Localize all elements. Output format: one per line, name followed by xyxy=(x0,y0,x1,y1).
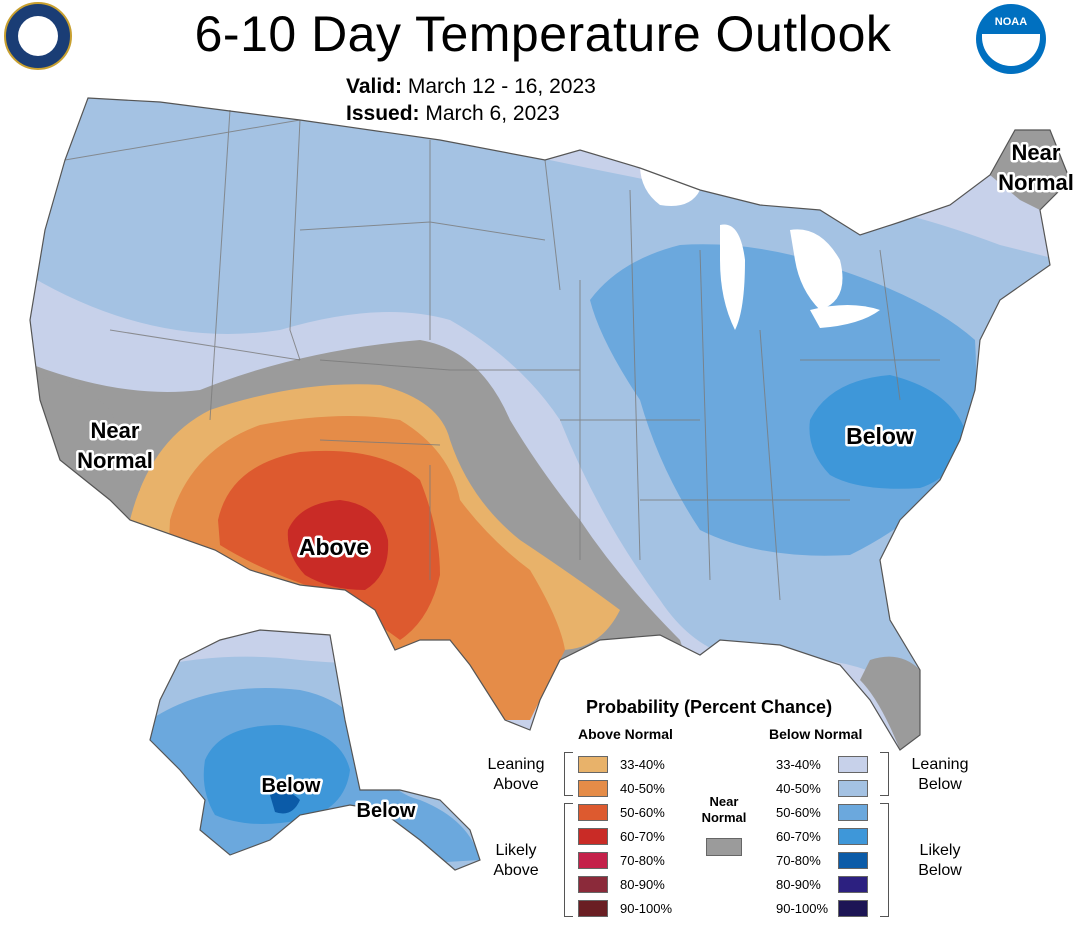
legend-above-row: 60-70% xyxy=(0,828,1086,846)
legend-below-row: 60-70% xyxy=(0,828,1086,846)
label-below-alaska: Below xyxy=(262,775,321,797)
legend-above-swatch xyxy=(578,852,608,869)
legend-below-label: 50-60% xyxy=(776,805,821,820)
legend-below-label: 80-90% xyxy=(776,877,821,892)
legend-above-label: 70-80% xyxy=(620,853,665,868)
valid-dates: Valid: March 12 - 16, 2023 xyxy=(346,74,596,99)
legend-below-header: Below Normal xyxy=(769,726,863,742)
legend-below-label: 90-100% xyxy=(776,901,829,916)
brace-leaning-below xyxy=(880,752,889,796)
page-title: 6-10 Day Temperature Outlook xyxy=(194,6,892,62)
legend-below-row: 70-80% xyxy=(0,852,1086,870)
legend-above-label: 33-40% xyxy=(620,757,665,772)
issued-value: March 6, 2023 xyxy=(425,102,560,125)
valid-value: March 12 - 16, 2023 xyxy=(407,75,596,98)
lake-huron xyxy=(790,229,843,310)
legend-below-swatch xyxy=(838,852,868,869)
legend-above-row: 50-60% xyxy=(0,804,1086,822)
legend-above-label: 90-100% xyxy=(620,901,673,916)
legend-above-row: 40-50% xyxy=(0,780,1086,798)
legend-below-label: 40-50% xyxy=(776,781,821,796)
legend-below-swatch xyxy=(838,876,868,893)
legend-below-label: 33-40% xyxy=(776,757,821,772)
legend-above-row: 33-40% xyxy=(0,756,1086,774)
legend-near-normal-label: Near Normal xyxy=(701,794,747,825)
legend-above-swatch xyxy=(578,756,608,773)
legend-below-row: 33-40% xyxy=(0,756,1086,774)
region-near-normal-northeast xyxy=(990,130,1070,210)
region-below-60-70 xyxy=(809,375,965,489)
legend-above-label: 50-60% xyxy=(620,805,665,820)
legend-below-row: 80-90% xyxy=(0,876,1086,894)
legend-above-swatch xyxy=(578,828,608,845)
legend-above-row: 70-80% xyxy=(0,852,1086,870)
label-below-southeast: Below xyxy=(846,423,914,449)
legend-above-swatch xyxy=(578,900,608,917)
legend-below-swatch xyxy=(838,780,868,797)
legend-below-swatch xyxy=(838,828,868,845)
valid-label: Valid: xyxy=(346,75,403,98)
conus-regions xyxy=(30,98,1070,750)
label-above: Above xyxy=(299,534,369,560)
doc-seal-logo xyxy=(4,2,72,70)
legend-likely-below: Likely Below xyxy=(918,842,962,879)
legend-leaning-above: Leaning Above xyxy=(487,756,545,793)
brace-leaning-above xyxy=(564,752,573,796)
ak-below-70-80 xyxy=(270,791,300,814)
noaa-logo: NOAA xyxy=(976,4,1046,74)
legend-below-swatch xyxy=(838,804,868,821)
legend-above-label: 40-50% xyxy=(620,781,665,796)
issued-date: Issued: March 6, 2023 xyxy=(346,101,560,126)
legend-above-header: Above Normal xyxy=(578,726,673,742)
issued-label: Issued: xyxy=(346,102,420,125)
legend-below-swatch xyxy=(838,756,868,773)
legend-above-row: 90-100% xyxy=(0,900,1086,918)
lake-erie xyxy=(810,305,880,328)
brace-likely-above xyxy=(564,803,573,917)
legend-above-label: 60-70% xyxy=(620,829,665,844)
legend-above-row: 80-90% xyxy=(0,876,1086,894)
legend-below-row: 90-100% xyxy=(0,900,1086,918)
legend-above-label: 80-90% xyxy=(620,877,665,892)
brace-likely-below xyxy=(880,803,889,917)
legend-below-swatch xyxy=(838,900,868,917)
legend-leaning-below: Leaning Below xyxy=(911,756,969,793)
label-near-normal-west-2: Normal xyxy=(77,448,153,473)
label-below-alaska-panhandle: Below xyxy=(357,800,416,822)
legend-below-label: 70-80% xyxy=(776,853,821,868)
legend-below-row: 50-60% xyxy=(0,804,1086,822)
legend-likely-above: Likely Above xyxy=(493,842,539,879)
legend-near-normal-swatch xyxy=(706,838,742,856)
legend-title: Probability (Percent Chance) xyxy=(586,697,833,717)
conus-outline xyxy=(29,97,1071,751)
legend-below-row: 40-50% xyxy=(0,780,1086,798)
label-near-normal-northeast-2: Normal xyxy=(998,170,1074,195)
label-near-normal-west: Near xyxy=(91,418,140,443)
legend-above-swatch xyxy=(578,876,608,893)
alaska-outline xyxy=(149,629,481,871)
legend-above-swatch xyxy=(578,780,608,797)
lake-michigan xyxy=(720,224,745,330)
label-near-normal-northeast: Near xyxy=(1012,140,1061,165)
region-near-normal-florida xyxy=(860,656,920,750)
legend-below-label: 60-70% xyxy=(776,829,821,844)
region-above-60-70 xyxy=(287,500,389,590)
state-boundaries xyxy=(64,109,940,601)
legend-above-swatch xyxy=(578,804,608,821)
ak-below-60-70 xyxy=(203,725,350,824)
